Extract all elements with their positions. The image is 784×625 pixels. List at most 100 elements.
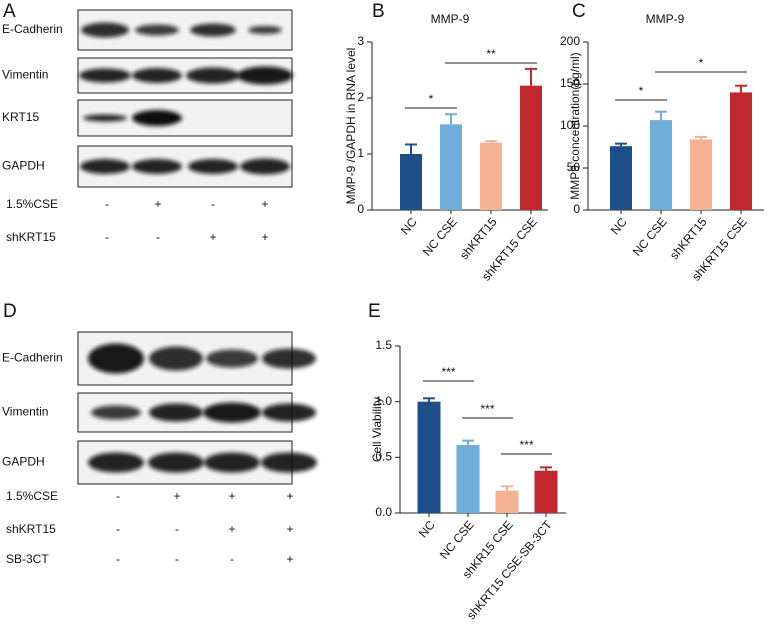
x-tick-label: NC <box>416 518 438 541</box>
treatment-sign: + <box>173 489 180 503</box>
panel-label: A <box>3 1 16 22</box>
blot-band <box>132 68 182 83</box>
bar <box>456 445 480 513</box>
bar <box>520 85 542 210</box>
treatment-sign: + <box>286 489 293 503</box>
blot-band <box>203 402 261 423</box>
bar <box>495 490 519 513</box>
treatment-sign: + <box>154 197 161 211</box>
blot-row-label: Vimentin <box>2 68 48 82</box>
treatment-sign: + <box>261 230 268 244</box>
y-tick-label: 200 <box>560 34 580 48</box>
treatment-sign: - <box>156 230 160 244</box>
blot-band <box>262 403 316 422</box>
x-tick-label: NC CSE <box>437 518 477 562</box>
blot-band <box>79 68 131 83</box>
blot-band <box>148 452 204 473</box>
treatment-label: shKRT15 <box>6 522 56 536</box>
y-tick-label: 1 <box>357 146 364 160</box>
y-tick-label: 0 <box>357 202 364 216</box>
panel-label: B <box>372 1 385 22</box>
significance-label: *** <box>441 365 455 379</box>
blot-band <box>237 66 293 85</box>
blot-band <box>206 349 258 368</box>
treatment-sign: - <box>230 552 234 566</box>
treatment-sign: - <box>105 197 109 211</box>
bar <box>650 120 672 210</box>
treatment-sign: - <box>211 197 215 211</box>
x-tick-label: NC CSE <box>420 215 460 259</box>
blot-band <box>248 26 282 34</box>
blot-band <box>149 403 203 422</box>
y-tick-label: 150 <box>560 76 580 90</box>
bar <box>440 124 462 210</box>
y-tick-label: 50 <box>567 160 581 174</box>
x-tick-label: NC CSE <box>630 215 670 259</box>
treatment-sign: + <box>209 230 216 244</box>
significance-label: * <box>699 56 704 70</box>
treatment-label: shKRT15 <box>6 230 56 244</box>
blot-band <box>132 110 182 126</box>
bar <box>534 470 558 513</box>
treatment-sign: + <box>228 489 235 503</box>
treatment-sign: + <box>286 522 293 536</box>
treatment-label: 1.5%CSE <box>6 197 58 211</box>
blot-band <box>190 23 236 37</box>
bar <box>610 146 632 210</box>
treatment-sign: + <box>228 522 235 536</box>
significance-label: *** <box>519 438 533 452</box>
bar <box>690 139 712 210</box>
y-tick-label: 100 <box>560 118 580 132</box>
blot-row-label: KRT15 <box>2 110 39 124</box>
y-axis-label: MMP9 concentration(pg/ml) <box>568 52 582 199</box>
y-tick-label: 0.0 <box>375 505 392 519</box>
treatment-sign: + <box>261 197 268 211</box>
treatment-sign: - <box>175 552 179 566</box>
panel-label: D <box>3 301 17 322</box>
treatment-sign: - <box>105 230 109 244</box>
y-tick-label: 2 <box>357 90 364 104</box>
bar <box>730 92 752 210</box>
blot-band <box>240 158 290 175</box>
chart-title: MMP-9 <box>646 12 685 26</box>
blot-band <box>186 67 240 84</box>
blot-band <box>80 159 130 174</box>
x-tick-label: NC <box>398 215 420 238</box>
y-tick-label: 1.0 <box>375 394 392 408</box>
blot-band <box>188 159 238 174</box>
significance-label: *** <box>480 402 494 416</box>
treatment-label: 1.5%CSE <box>6 489 58 503</box>
treatment-label: SB-3CT <box>6 552 49 566</box>
y-tick-label: 0.5 <box>375 450 392 464</box>
significance-label: * <box>429 92 434 106</box>
blot-band <box>261 452 317 473</box>
blot-band <box>88 343 144 374</box>
significance-label: * <box>639 84 644 98</box>
blot-band <box>204 452 260 473</box>
y-tick-label: 0 <box>573 202 580 216</box>
treatment-sign: + <box>286 552 293 566</box>
blot-band <box>149 346 203 371</box>
treatment-sign: - <box>116 489 120 503</box>
panel-label: C <box>572 1 586 22</box>
blot-band <box>88 452 144 473</box>
blot-band <box>83 114 127 122</box>
y-tick-label: 3 <box>357 34 364 48</box>
bar <box>417 401 441 513</box>
treatment-sign: - <box>116 522 120 536</box>
significance-label: ** <box>486 47 496 61</box>
x-tick-label: shKRT15 <box>457 215 500 262</box>
blot-row-label: Vimentin <box>2 405 48 419</box>
chart-title: MMP-9 <box>431 12 470 26</box>
blot-band <box>262 348 316 369</box>
bar <box>480 142 502 210</box>
x-tick-label: shKRT15 <box>667 215 710 262</box>
blot-row-label: GAPDH <box>2 455 45 469</box>
y-tick-label: 1.5 <box>375 338 392 352</box>
blot-row-label: E-Cadherin <box>2 351 63 365</box>
blot-row-label: E-Cadherin <box>2 22 63 36</box>
blot-band <box>135 24 179 36</box>
blot-band <box>132 159 182 174</box>
blot-band <box>81 22 129 38</box>
